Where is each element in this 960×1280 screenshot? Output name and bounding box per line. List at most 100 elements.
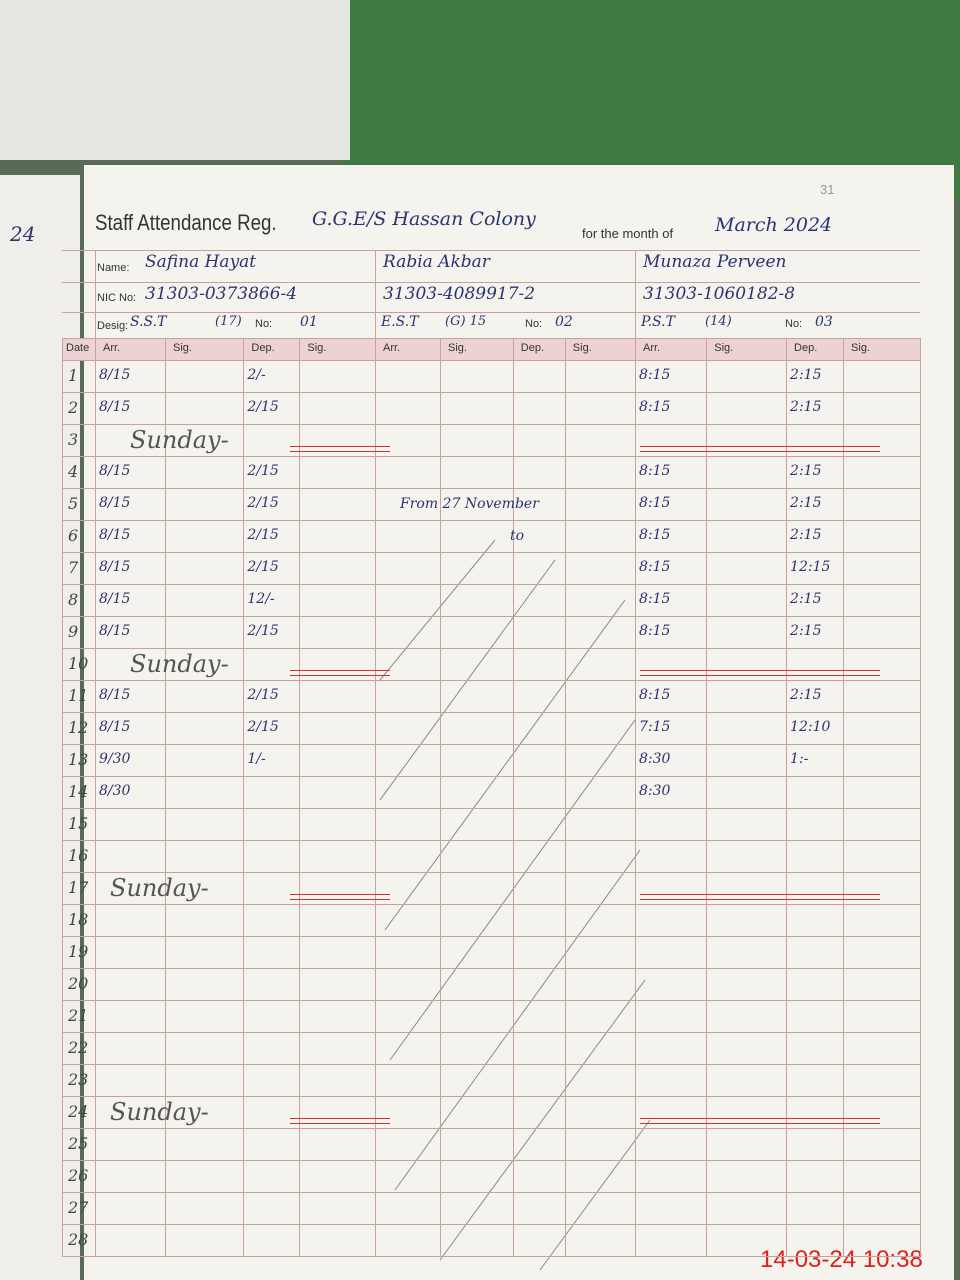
rule <box>62 1128 920 1129</box>
arrival: 8/15 <box>99 719 131 735</box>
date: 7 <box>68 558 79 577</box>
staff-desig: P.S.T <box>641 314 675 330</box>
date: 1 <box>68 366 79 385</box>
sunday-rule <box>640 446 880 452</box>
arrival: 8/15 <box>99 463 131 479</box>
rule <box>62 1032 920 1033</box>
rule <box>299 338 301 1256</box>
departure: 2:15 <box>790 623 822 639</box>
date: 21 <box>68 1006 89 1025</box>
departure: 2/15 <box>247 463 279 479</box>
month: March 2024 <box>715 214 833 236</box>
date: 9 <box>68 622 79 641</box>
arrival: 8:30 <box>639 751 671 767</box>
nic-label: NIC No: <box>97 292 137 304</box>
date: 2 <box>68 398 79 417</box>
rule <box>62 840 920 841</box>
date: 22 <box>68 1038 89 1057</box>
arrival: 8/15 <box>99 527 131 543</box>
rule <box>62 250 920 251</box>
staff-no: 02 <box>555 314 573 330</box>
date: 4 <box>68 462 79 481</box>
month-label: for the month of <box>582 226 674 241</box>
departure: 2/15 <box>247 687 279 703</box>
rule <box>635 250 636 1256</box>
rule <box>62 338 63 1256</box>
arrival: 8/15 <box>99 687 131 703</box>
date: 16 <box>68 846 89 865</box>
rule <box>95 250 96 1256</box>
rule <box>62 1096 920 1097</box>
column-header: Sig. <box>448 342 467 354</box>
rule <box>62 744 920 745</box>
staff-nic: 31303-4089917-2 <box>383 284 536 304</box>
rule <box>62 808 920 809</box>
rule <box>62 648 920 649</box>
departure: 2:15 <box>790 687 822 703</box>
sunday-rule <box>640 670 880 676</box>
date: 8 <box>68 590 79 609</box>
sunday-note: Sunday- <box>130 426 229 454</box>
rule <box>375 250 376 1256</box>
column-header: Sig. <box>572 342 592 354</box>
arrival: 8/15 <box>99 623 131 639</box>
sunday-note: Sunday- <box>110 874 209 902</box>
date: 3 <box>68 430 79 449</box>
staff-desig: S.S.T <box>130 314 167 330</box>
arrival: 9/30 <box>99 751 131 767</box>
rule <box>165 338 166 1256</box>
rule <box>62 424 920 425</box>
school: G.G.E/S Hassan Colony <box>312 208 536 230</box>
staff-note: to <box>510 528 525 544</box>
no-label: No: <box>255 318 273 330</box>
date: 5 <box>68 494 79 513</box>
arrival: 8/30 <box>99 783 131 799</box>
departure: 2:15 <box>790 463 822 479</box>
arrival: 8:15 <box>639 527 671 543</box>
arrival: 8/15 <box>99 591 131 607</box>
arrival: 8:15 <box>639 623 671 639</box>
rule <box>62 1256 920 1257</box>
departure: 2/- <box>247 367 266 383</box>
rule <box>62 1192 920 1193</box>
rule <box>786 338 788 1256</box>
arrival: 8:15 <box>639 495 671 511</box>
staff-name: Safina Hayat <box>145 252 257 272</box>
rule <box>62 456 920 457</box>
staff-nic: 31303-1060182-8 <box>643 284 796 304</box>
rule <box>512 338 514 1256</box>
date: 25 <box>68 1134 89 1153</box>
departure: 2/15 <box>247 559 279 575</box>
sunday-rule <box>290 894 390 900</box>
date: 23 <box>68 1070 89 1089</box>
rule <box>62 360 920 361</box>
column-header: Sig. <box>851 342 871 354</box>
date: 19 <box>68 942 89 961</box>
date: 11 <box>68 686 89 705</box>
date: 28 <box>68 1230 89 1249</box>
staff-grade: (14) <box>705 314 732 329</box>
rule <box>62 392 920 393</box>
staff-name: Rabia Akbar <box>383 252 490 272</box>
staff-name: Munaza Perveen <box>643 252 787 272</box>
date: 27 <box>68 1198 89 1217</box>
rule <box>62 1160 920 1161</box>
sunday-rule <box>290 1118 390 1124</box>
date-header: Date <box>66 342 90 354</box>
departure: 12/- <box>247 591 275 607</box>
arrival: 8/15 <box>99 399 131 415</box>
rule <box>62 552 920 553</box>
departure: 2/15 <box>247 495 279 511</box>
date: 20 <box>68 974 89 993</box>
rule <box>62 338 920 339</box>
departure: 1:- <box>790 751 809 767</box>
rule <box>62 968 920 969</box>
departure: 12:15 <box>790 559 831 575</box>
rule <box>62 872 920 873</box>
rule <box>62 584 920 585</box>
arrival: 8/15 <box>99 559 131 575</box>
page-number: 31 <box>820 182 835 197</box>
date: 14 <box>68 782 89 801</box>
departure: 2/15 <box>247 719 279 735</box>
